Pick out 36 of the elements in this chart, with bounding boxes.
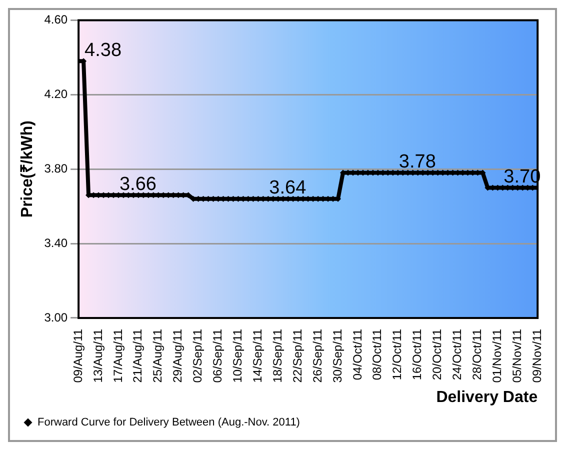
x-tick-label: 17/Aug/11 <box>110 328 125 383</box>
x-tick-label: 26/Sep/11 <box>310 328 324 383</box>
x-tick-label: 04/Oct/11 <box>350 328 364 380</box>
x-tick-label: 21/Aug/11 <box>130 328 145 383</box>
legend-label: Forward Curve for Delivery Between (Aug.-Nov. 2011) <box>38 416 300 429</box>
x-tick-label: 16/Oct/11 <box>410 328 424 380</box>
x-tick-label: 02/Sep/11 <box>190 328 205 383</box>
annotation: 3.78 <box>398 152 436 173</box>
y-tick-label: 3.40 <box>44 236 68 250</box>
x-tick-label: 18/Sep/11 <box>270 328 284 383</box>
y-tick-label: 4.20 <box>44 86 68 101</box>
x-tick-label: 08/Oct/11 <box>370 328 384 380</box>
x-tick-label: 30/Sep/11 <box>330 328 344 383</box>
x-tick-label: 20/Oct/11 <box>430 328 444 380</box>
x-tick-label: 29/Aug/11 <box>170 328 185 383</box>
x-tick-label: 13/Aug/11 <box>90 328 105 383</box>
x-tick-label: 25/Aug/11 <box>150 328 165 383</box>
x-tick-label: 05/Nov/11 <box>510 328 524 383</box>
y-tick-label: 3.80 <box>44 161 68 176</box>
y-axis-title: Price(₹/kWh) <box>19 120 36 218</box>
x-tick-label: 06/Sep/11 <box>210 328 225 383</box>
x-tick-label: 14/Sep/11 <box>250 328 264 383</box>
x-tick-label: 28/Oct/11 <box>470 328 484 380</box>
x-tick-label: 22/Sep/11 <box>290 328 304 383</box>
x-tick-label: 01/Nov/11 <box>490 328 504 383</box>
x-axis-title: Delivery Date <box>436 388 538 406</box>
y-tick-label: 3.00 <box>44 310 68 324</box>
x-tick-label: 24/Oct/11 <box>450 328 464 380</box>
x-tick-label: 09/Nov/11 <box>530 328 544 383</box>
annotation: 3.64 <box>269 178 307 199</box>
y-tick-label: 4.60 <box>44 12 68 27</box>
x-tick-label: 12/Oct/11 <box>390 328 404 380</box>
x-tick-label: 10/Sep/11 <box>230 328 245 383</box>
annotation: 4.38 <box>84 40 122 61</box>
annotation: 3.66 <box>119 174 156 195</box>
x-tick-label: 09/Aug/11 <box>70 328 85 383</box>
